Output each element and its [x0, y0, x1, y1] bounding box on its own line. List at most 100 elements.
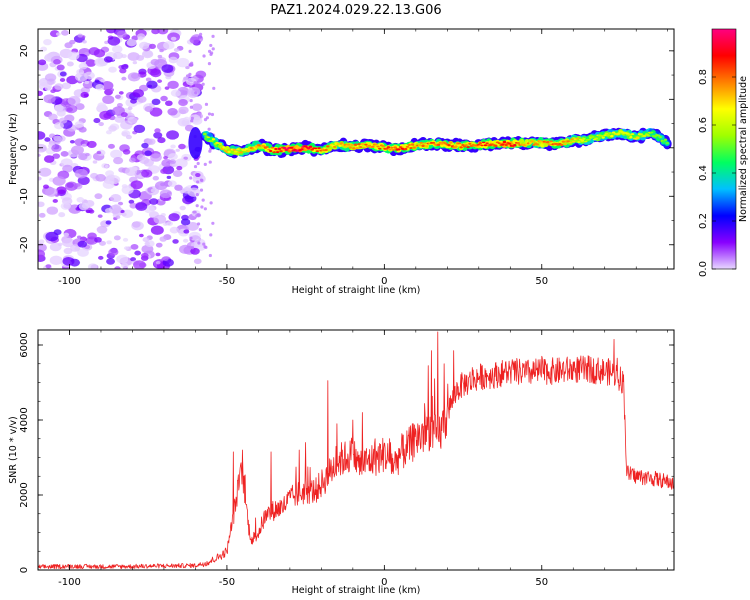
noise-speckle — [183, 229, 190, 234]
noise-speckle — [84, 80, 90, 85]
track-blob — [289, 146, 294, 149]
track-blob — [440, 142, 444, 145]
noise-speckle — [53, 59, 61, 65]
track-blob — [371, 145, 375, 148]
noise-speckle — [118, 167, 126, 173]
track-blob — [390, 146, 394, 149]
noise-speckle — [94, 237, 102, 243]
noise-speckle — [121, 185, 134, 195]
noise-speckle — [176, 57, 190, 68]
noise-speckle — [122, 149, 131, 155]
noise-speckle — [174, 184, 183, 191]
track-blob — [405, 145, 410, 148]
noise-speckle — [169, 226, 179, 234]
noise-speckle — [163, 41, 175, 50]
noise-speckle — [126, 39, 137, 47]
track-blob — [630, 133, 635, 136]
track-blob — [246, 150, 250, 153]
track-blob — [308, 145, 313, 148]
noise-speckle — [141, 142, 149, 149]
noise-speckle — [146, 80, 158, 89]
noise-speckle — [132, 61, 138, 65]
noise-speckle — [61, 30, 69, 36]
noise-speckle — [138, 233, 144, 238]
track-blob — [326, 145, 330, 148]
noise-speckle — [200, 178, 204, 182]
noise-speckle — [43, 39, 52, 46]
noise-speckle — [106, 258, 115, 265]
colorbar: 0.0 0.2 0.4 0.6 0.8 Normalized spectral ampl… — [698, 28, 749, 277]
noise-speckle — [95, 83, 105, 91]
noise-speckle — [104, 207, 113, 214]
track-blob — [468, 143, 472, 145]
track-blob — [535, 143, 540, 146]
noise-speckle — [195, 70, 207, 79]
track-blob — [485, 142, 489, 145]
noise-speckle — [74, 168, 88, 179]
noise-speckle — [199, 188, 204, 192]
track-blob — [381, 144, 385, 148]
noise-speckle — [161, 64, 174, 73]
noise-speckle — [143, 50, 153, 57]
noise-speckle — [196, 161, 200, 166]
snr-x-tick-label: 0 — [381, 577, 387, 588]
noise-speckle — [144, 241, 150, 246]
noise-speckle — [178, 98, 188, 107]
noise-speckle — [167, 80, 179, 89]
track-blob — [203, 132, 207, 136]
noise-speckle — [203, 162, 207, 166]
track-blob — [391, 148, 396, 151]
track-blob — [643, 134, 647, 138]
track-blob — [497, 142, 501, 144]
noise-speckle — [38, 176, 42, 181]
track-blob — [378, 147, 382, 150]
track-blob — [277, 147, 282, 150]
noise-speckle — [207, 127, 211, 131]
snr-frame — [37, 329, 675, 571]
track-blob — [447, 144, 451, 147]
track-blob — [561, 140, 566, 143]
noise-speckle — [121, 64, 129, 70]
noise-speckle — [189, 98, 193, 103]
track-blob — [338, 144, 342, 147]
noise-speckle — [52, 153, 61, 159]
noise-speckle — [85, 152, 90, 157]
noise-speckle — [54, 83, 64, 90]
noise-speckle — [92, 160, 98, 164]
noise-speckle — [146, 138, 156, 145]
noise-speckle — [144, 150, 152, 156]
track-blob — [407, 143, 411, 147]
noise-speckle — [130, 180, 143, 190]
track-blob — [345, 145, 349, 148]
track-blob — [424, 144, 429, 148]
track-blob — [360, 142, 365, 146]
noise-speckle — [166, 175, 172, 179]
track-blob — [599, 134, 604, 137]
track-blob — [513, 144, 517, 147]
noise-speckle — [190, 247, 200, 255]
noise-speckle — [38, 153, 41, 157]
track-blob — [547, 143, 552, 146]
noise-speckle — [67, 95, 81, 106]
noise-speckle — [183, 76, 189, 81]
noise-speckle — [178, 106, 189, 115]
noise-speckle — [80, 91, 89, 99]
track-blob — [570, 138, 574, 141]
noise-speckle — [121, 131, 129, 137]
noise-speckle — [141, 169, 153, 178]
track-blob — [481, 141, 486, 144]
noise-speckle — [113, 235, 121, 241]
noise-speckle — [202, 54, 206, 58]
noise-speckle — [118, 91, 124, 95]
noise-speckle — [120, 209, 125, 214]
noise-speckle — [131, 221, 144, 231]
noise-speckle — [108, 125, 117, 132]
noise-speckle — [139, 156, 150, 165]
snr-x-tick-label: 50 — [535, 577, 548, 588]
track-blob — [466, 146, 470, 149]
noise-speckle — [197, 241, 201, 245]
noise-speckle — [63, 232, 70, 237]
track-blob — [530, 140, 534, 143]
